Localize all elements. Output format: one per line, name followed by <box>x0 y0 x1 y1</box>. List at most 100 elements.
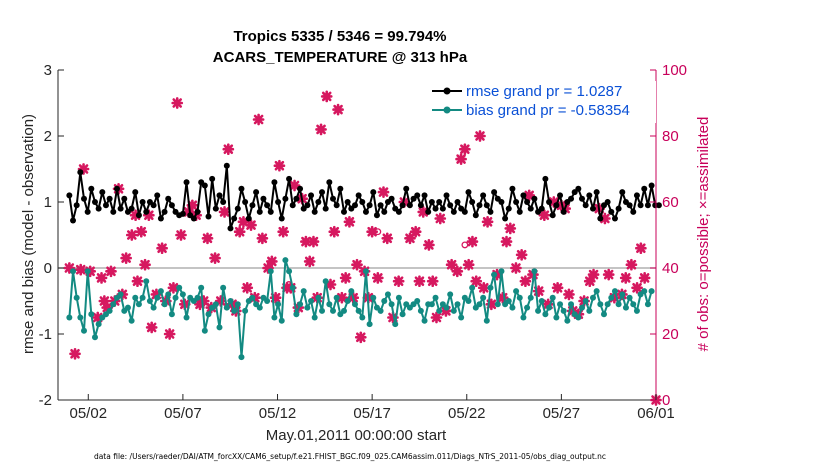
rmse-point <box>542 175 549 182</box>
bias-point <box>388 301 395 308</box>
bias-point <box>619 291 626 298</box>
obs-assimilated-marker <box>209 252 221 264</box>
bias-point <box>340 307 347 314</box>
bias-point <box>319 307 326 314</box>
bias-point <box>297 301 304 308</box>
bias-point <box>465 298 472 304</box>
obs-possible-marker <box>461 241 469 249</box>
obs-assimilated-marker <box>300 235 312 248</box>
rmse-point <box>524 199 531 205</box>
obs-assimilated-marker <box>105 265 117 278</box>
bias-point <box>509 304 516 311</box>
bias-point <box>582 298 589 304</box>
bias-point <box>238 354 245 361</box>
obs-assimilated-marker <box>599 212 611 225</box>
bias-point <box>436 307 443 314</box>
obs-assimilated-marker <box>426 275 439 288</box>
obs-assimilated-marker <box>538 209 551 222</box>
rmse-point <box>538 205 545 212</box>
rmse-point <box>132 189 139 196</box>
bias-point <box>399 311 406 318</box>
bias-point <box>198 284 205 291</box>
rmse-point <box>351 202 358 209</box>
bias-point <box>549 294 556 301</box>
x-tick-label: 05/07 <box>164 405 202 422</box>
rmse-point <box>66 192 73 199</box>
obs-assimilated-marker <box>515 248 528 261</box>
rmse-point <box>297 185 304 192</box>
rmse-point <box>465 189 472 196</box>
legend-rmse-marker <box>443 87 451 95</box>
bias-point <box>520 314 527 321</box>
bias-point <box>362 268 369 275</box>
x-tick-label: 05/02 <box>70 405 108 422</box>
obs-assimilated-marker <box>485 298 498 311</box>
obs-assimilated-marker <box>336 291 348 304</box>
y-tick-label: 0 <box>44 260 52 277</box>
obs-assimilated-marker <box>262 262 274 274</box>
obs-assimilated-marker <box>563 288 575 301</box>
rmse-point <box>516 208 523 215</box>
rmse-point <box>428 199 435 205</box>
rmse-point <box>593 189 600 196</box>
rmse-point <box>425 208 432 215</box>
rmse-point <box>165 195 172 202</box>
rmse-point <box>414 192 421 199</box>
rmse-point <box>117 205 124 212</box>
bias-point <box>106 307 113 314</box>
bias-point <box>139 294 146 301</box>
obs-assimilated-marker <box>163 328 176 340</box>
rmse-point <box>655 202 662 209</box>
bias-point <box>154 294 161 301</box>
rmse-point <box>373 212 380 219</box>
bias-point <box>622 304 629 311</box>
obs-assimilated-marker <box>303 255 316 268</box>
rmse-point <box>135 212 142 219</box>
bias-point <box>494 301 501 308</box>
rmse-point <box>242 199 249 205</box>
obs-assimilated-marker <box>241 281 254 294</box>
rmse-point <box>289 202 296 209</box>
rmse-point <box>439 205 446 212</box>
bias-point <box>278 317 285 324</box>
bias-point <box>491 271 498 278</box>
chart-title-line1: Tropics 5335 / 5346 = 99.794% <box>233 28 446 45</box>
bias-point <box>553 314 560 321</box>
rmse-point <box>447 202 454 209</box>
bias-point <box>84 268 91 275</box>
bias-point <box>359 314 366 321</box>
obs-assimilated-marker <box>523 189 536 202</box>
obs-assimilated-marker <box>351 258 363 271</box>
bias-point <box>527 294 534 301</box>
bias-point <box>264 298 271 304</box>
rmse-point <box>113 185 120 192</box>
bias-point <box>355 307 362 314</box>
obs-assimilated-marker <box>377 186 390 198</box>
obs-assimilated-marker <box>455 153 467 165</box>
rmse-point <box>432 205 439 212</box>
bias-point <box>381 298 388 304</box>
obs-assimilated-marker <box>307 235 320 248</box>
rmse-point <box>557 192 564 199</box>
bias-point <box>95 321 102 328</box>
obs-assimilated-marker <box>101 301 114 314</box>
bias-point <box>443 304 450 311</box>
rmse-point <box>337 185 344 192</box>
obs-assimilated-marker <box>532 285 545 297</box>
rmse-point <box>106 195 113 202</box>
obs-assimilated-marker <box>182 206 195 218</box>
rmse-point <box>370 189 377 196</box>
bias-point <box>351 301 358 308</box>
obs-assimilated-marker <box>587 268 600 281</box>
bias-point <box>168 311 175 318</box>
obs-assimilated-marker <box>542 298 554 311</box>
bias-point <box>146 298 153 304</box>
rmse-point <box>403 185 410 192</box>
rmse-point <box>231 215 238 222</box>
rmse-point <box>308 192 315 199</box>
y-right-tick-label: 20 <box>662 326 679 343</box>
rmse-point <box>143 208 150 215</box>
x-tick-label: 05/22 <box>448 405 486 422</box>
obs-assimilated-marker <box>324 278 337 291</box>
obs-assimilated-marker <box>430 311 443 324</box>
